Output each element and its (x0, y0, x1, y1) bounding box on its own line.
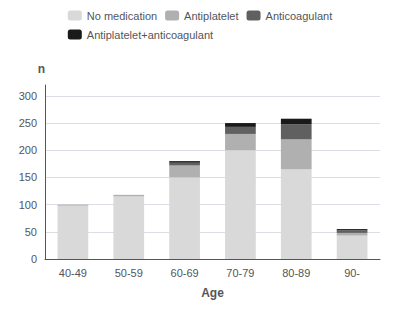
svg-text:90-: 90- (344, 267, 360, 279)
svg-text:40-49: 40-49 (59, 267, 87, 279)
svg-text:60-69: 60-69 (171, 267, 199, 279)
svg-text:No medication: No medication (87, 10, 157, 22)
svg-text:Antiplatelet+anticoagulant: Antiplatelet+anticoagulant (87, 29, 213, 41)
svg-text:50: 50 (25, 226, 37, 238)
svg-text:0: 0 (31, 253, 37, 265)
svg-text:n: n (38, 62, 45, 76)
svg-text:Anticoagulant: Anticoagulant (266, 10, 333, 22)
svg-text:200: 200 (19, 144, 37, 156)
svg-text:300: 300 (19, 90, 37, 102)
svg-text:Antiplatelet: Antiplatelet (184, 10, 238, 22)
svg-text:150: 150 (19, 171, 37, 183)
svg-text:Age: Age (201, 286, 224, 300)
svg-text:100: 100 (19, 199, 37, 211)
svg-text:80-89: 80-89 (282, 267, 310, 279)
svg-text:250: 250 (19, 117, 37, 129)
svg-text:70-79: 70-79 (226, 267, 254, 279)
svg-text:50-59: 50-59 (115, 267, 143, 279)
